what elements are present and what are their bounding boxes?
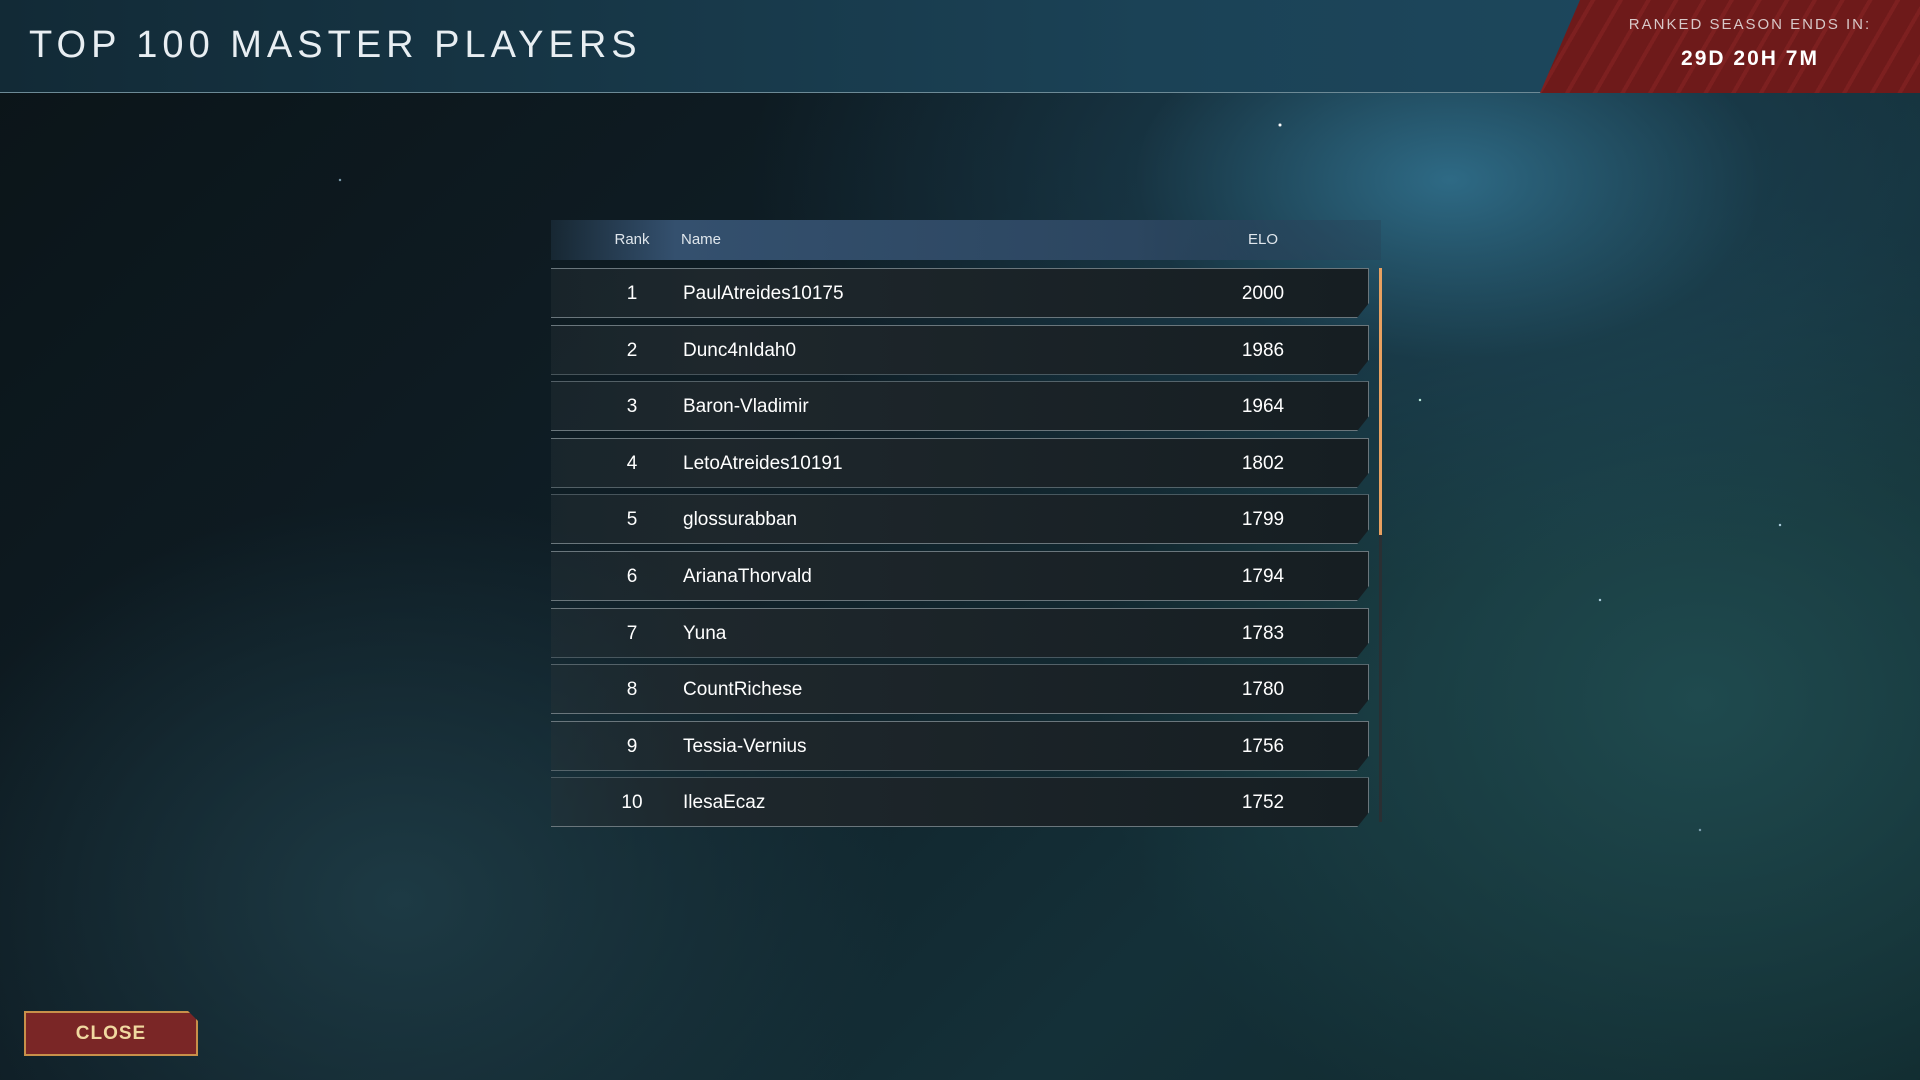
table-header: Rank Name ELO bbox=[551, 220, 1381, 260]
row-elo: 1756 bbox=[1241, 735, 1285, 757]
table-row[interactable]: 5 glossurabban 1799 bbox=[551, 494, 1369, 544]
table-row[interactable]: 8 CountRichese 1780 bbox=[551, 664, 1369, 714]
table-row[interactable]: 4 LetoAtreides10191 1802 bbox=[551, 438, 1369, 488]
row-rank: 3 bbox=[626, 396, 638, 418]
row-rank: 1 bbox=[626, 283, 638, 304]
row-elo: 1986 bbox=[1241, 339, 1285, 361]
column-elo: ELO bbox=[1247, 231, 1278, 248]
row-name: LetoAtreides10191 bbox=[683, 452, 843, 474]
scrollbar[interactable] bbox=[1379, 268, 1382, 822]
close-button[interactable]: CLOSE bbox=[24, 1011, 198, 1056]
row-rank: 9 bbox=[626, 735, 638, 757]
row-rank: 2 bbox=[626, 339, 638, 361]
row-name: Yuna bbox=[683, 622, 727, 644]
row-elo: 1964 bbox=[1241, 396, 1285, 418]
row-elo: 1783 bbox=[1241, 622, 1285, 644]
table-row[interactable]: 7 Yuna 1783 bbox=[551, 608, 1369, 658]
page-title: TOP 100 MASTER PLAYERS bbox=[29, 24, 642, 66]
row-rank: 7 bbox=[626, 622, 638, 644]
row-elo: 1799 bbox=[1241, 509, 1285, 531]
row-name: Dunc4nIdah0 bbox=[683, 339, 797, 361]
row-name: IlesaEcaz bbox=[683, 792, 766, 814]
row-elo: 1802 bbox=[1241, 452, 1285, 474]
table-row[interactable]: 6 ArianaThorvald 1794 bbox=[551, 551, 1369, 601]
row-rank: 10 bbox=[621, 792, 643, 814]
row-name: glossurabban bbox=[683, 509, 798, 531]
row-name: CountRichese bbox=[683, 679, 803, 701]
row-elo: 2000 bbox=[1241, 283, 1285, 304]
season-label: RANKED SEASON ENDS IN: bbox=[1628, 16, 1872, 33]
season-timer-banner: RANKED SEASON ENDS IN: 29D 20H 7M bbox=[1540, 0, 1920, 93]
table-row[interactable]: 3 Baron-Vladimir 1964 bbox=[551, 381, 1369, 431]
row-rank: 8 bbox=[626, 679, 638, 701]
row-rank: 6 bbox=[626, 566, 638, 587]
column-rank: Rank bbox=[614, 231, 650, 248]
row-rank: 4 bbox=[626, 452, 638, 474]
row-name: Tessia-Vernius bbox=[683, 735, 807, 757]
row-elo: 1794 bbox=[1241, 566, 1285, 587]
leaderboard-table: Rank Name ELO 1 PaulAtreides10175 2000 2 Dun… bbox=[551, 220, 1381, 260]
table-row[interactable]: 1 PaulAtreides10175 2000 bbox=[551, 268, 1369, 318]
table-row[interactable]: 10 IlesaEcaz 1752 bbox=[551, 777, 1369, 827]
season-time: 29D 20H 7M bbox=[1681, 47, 1819, 70]
row-rank: 5 bbox=[626, 509, 638, 531]
column-name: Name bbox=[681, 231, 722, 248]
row-elo: 1780 bbox=[1241, 679, 1285, 701]
table-row[interactable]: 9 Tessia-Vernius 1756 bbox=[551, 721, 1369, 771]
scrollbar-thumb[interactable] bbox=[1379, 268, 1382, 535]
row-name: Baron-Vladimir bbox=[683, 396, 809, 418]
row-name: PaulAtreides10175 bbox=[683, 283, 844, 304]
table-row[interactable]: 2 Dunc4nIdah0 1986 bbox=[551, 325, 1369, 375]
row-elo: 1752 bbox=[1241, 792, 1285, 814]
row-name: ArianaThorvald bbox=[683, 566, 812, 587]
